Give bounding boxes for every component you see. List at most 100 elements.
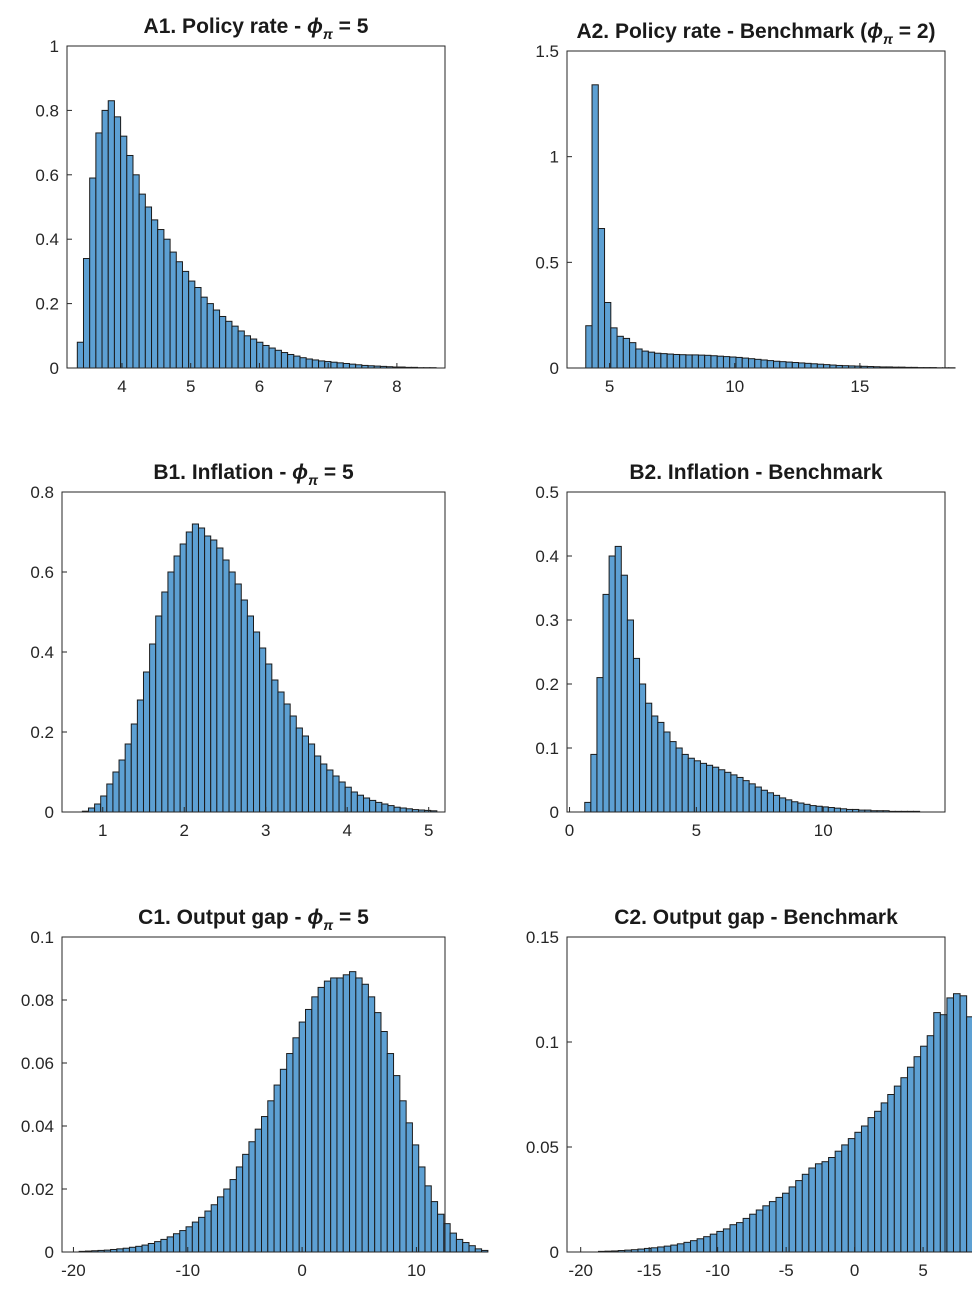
histogram-bar xyxy=(219,315,227,369)
histogram-bar xyxy=(132,174,140,369)
histogram-bar xyxy=(305,358,313,369)
histogram-bar xyxy=(730,774,738,813)
histogram-bar xyxy=(138,193,146,369)
histogram-bar xyxy=(248,1141,256,1253)
histogram-bar xyxy=(880,1102,889,1253)
histogram-bar xyxy=(229,1179,237,1253)
histogram-bar xyxy=(320,763,328,813)
histogram-bar xyxy=(169,251,177,369)
histogram-bar xyxy=(779,361,787,369)
y-tick-label: 0.8 xyxy=(35,101,59,120)
histogram-bar xyxy=(801,1173,810,1253)
histogram-bar xyxy=(289,715,297,813)
histogram-bar xyxy=(797,802,805,813)
histogram-bar xyxy=(342,362,350,369)
histogram-bar xyxy=(166,1236,174,1253)
histogram-bar xyxy=(657,1246,665,1253)
title-main: A2. Policy rate - Benchmark ( xyxy=(576,20,867,43)
histogram-bar xyxy=(216,547,224,813)
histogram-bar xyxy=(754,358,762,369)
histogram-bar xyxy=(344,786,352,813)
histogram-bar xyxy=(411,1144,420,1253)
title-pi-subscript: π xyxy=(883,31,894,47)
histogram-bar xyxy=(481,1249,489,1253)
histogram-bar xyxy=(608,555,616,813)
histogram-bar xyxy=(791,801,799,813)
histogram-bar xyxy=(299,357,307,369)
panel-title: C1. Output gap - ϕπ = 5 xyxy=(138,906,369,933)
histogram-bar xyxy=(198,1216,206,1253)
y-tick-label: 1 xyxy=(50,37,59,56)
x-tick-label: 10 xyxy=(814,821,833,840)
histogram-bar xyxy=(405,1122,413,1253)
histogram-bar xyxy=(666,353,674,369)
histogram-bar xyxy=(367,996,376,1253)
histogram-bar xyxy=(785,799,793,813)
y-tick-label: 0 xyxy=(50,359,59,378)
histogram-bar xyxy=(387,805,395,813)
histogram-bar xyxy=(100,795,108,813)
histogram-bar xyxy=(966,1016,972,1253)
x-tick-label: 8 xyxy=(392,377,401,396)
histogram-bar xyxy=(736,776,744,813)
histogram-bar xyxy=(234,583,242,813)
histogram-bar xyxy=(298,1021,307,1253)
histogram-bar xyxy=(959,995,968,1253)
histogram-bar xyxy=(773,360,781,369)
histogram-bar xyxy=(651,715,659,813)
x-tick-label: 4 xyxy=(117,377,126,396)
x-tick-label: 5 xyxy=(186,377,195,396)
x-tick-label: 0 xyxy=(297,1261,306,1280)
histogram-bar xyxy=(163,238,171,369)
histogram-bar xyxy=(393,806,401,813)
histogram-bar xyxy=(277,691,285,813)
histogram-bar xyxy=(194,287,202,369)
histogram-bar xyxy=(355,977,363,1253)
histogram-bar xyxy=(641,350,649,369)
panel-title: B1. Inflation - ϕπ = 5 xyxy=(153,461,354,488)
panel-title: A1. Policy rate - ϕπ = 5 xyxy=(144,15,369,42)
histogram-bar xyxy=(305,1008,313,1253)
title-suffix: = 2) xyxy=(893,20,936,43)
y-tick-label: 0.6 xyxy=(35,166,59,185)
histogram-bar xyxy=(212,309,221,369)
histogram-bar xyxy=(348,363,357,369)
histogram-bar xyxy=(632,657,641,813)
histogram-bar xyxy=(685,354,693,369)
panel-c1: -20 -10 0 10 0 0.02 0.04 0.06 0.08 0.1 C1. Output … xyxy=(21,906,489,1280)
histogram-bar xyxy=(155,615,163,813)
histogram-bar xyxy=(455,1238,464,1253)
panel-c2: -20 -15 -10 -5 0 5 0 0.05 0.1 0.15 C2. Output gap … xyxy=(526,906,972,1280)
x-tick-label: 10 xyxy=(407,1261,426,1280)
y-tick-label: 0.1 xyxy=(535,1033,559,1052)
y-tick-label: 0.15 xyxy=(526,928,559,947)
histogram-bar xyxy=(622,337,631,369)
y-tick-label: 0.5 xyxy=(535,483,559,502)
histogram-bar xyxy=(926,1035,935,1253)
histogram-bar xyxy=(237,330,245,369)
histogram-bar xyxy=(167,571,175,813)
histogram-bar xyxy=(816,363,825,369)
histogram-bar xyxy=(210,539,218,813)
x-tick-label: 10 xyxy=(725,377,744,396)
y-tick-label: 0 xyxy=(550,803,559,822)
histogram-bar xyxy=(722,1228,731,1253)
histogram-bar xyxy=(654,352,662,369)
histogram-bar xyxy=(101,109,109,369)
histogram-bar xyxy=(254,1128,263,1253)
histogram-bar xyxy=(747,358,756,369)
x-tick-label: 0 xyxy=(565,821,574,840)
histogram-bar xyxy=(206,303,214,369)
x-tick-label: 5 xyxy=(424,821,433,840)
histogram-bar xyxy=(874,1110,882,1253)
x-tick-label: 5 xyxy=(692,821,701,840)
axes-box xyxy=(566,936,946,1253)
histogram-bar xyxy=(181,270,190,369)
histogram-bar xyxy=(779,797,787,813)
histogram-bar xyxy=(326,769,334,813)
histogram-bar xyxy=(172,1233,181,1253)
histogram-bar xyxy=(798,362,806,369)
histogram-bar xyxy=(242,1153,250,1253)
histogram-bar xyxy=(834,1150,843,1253)
histogram-bar xyxy=(887,1094,895,1253)
